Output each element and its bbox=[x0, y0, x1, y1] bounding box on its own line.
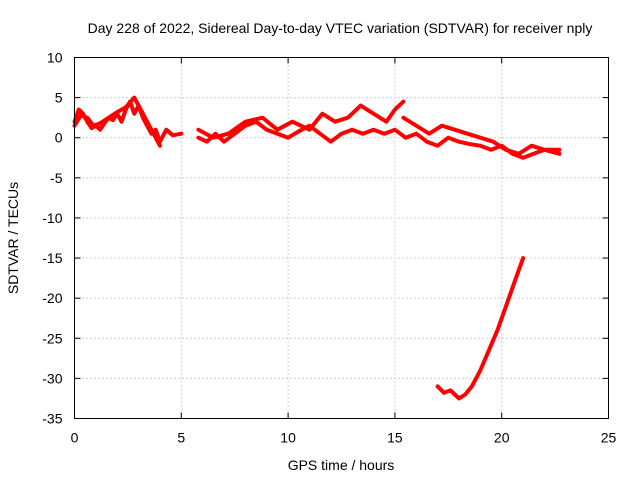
x-tick-label: 15 bbox=[387, 430, 403, 446]
y-tick-label: 10 bbox=[47, 50, 63, 66]
y-tick-label: -15 bbox=[42, 250, 62, 266]
grid-layer bbox=[74, 57, 609, 419]
y-tick-label: -5 bbox=[50, 170, 63, 186]
tick-layer: 0 5 10 15 20 25 -35 -30 -25 -20 -15 -10 -5 0 5 10 bbox=[42, 50, 616, 446]
x-tick-label: 0 bbox=[71, 430, 79, 446]
y-tick-label: 0 bbox=[55, 130, 63, 146]
x-tick-label: 5 bbox=[177, 430, 185, 446]
x-tick-label: 25 bbox=[601, 430, 617, 446]
y-tick-label: -35 bbox=[42, 411, 62, 427]
chart-title: Day 228 of 2022, Sidereal Day-to-day VTE… bbox=[88, 20, 593, 36]
x-tick-label: 10 bbox=[280, 430, 296, 446]
x-tick-label: 20 bbox=[494, 430, 510, 446]
y-tick-label: -10 bbox=[42, 210, 62, 226]
y-axis-label: SDTVAR / TECUs bbox=[5, 182, 21, 294]
series-trace-d bbox=[196, 99, 406, 140]
series-trace-b bbox=[72, 95, 162, 148]
series-trace-f bbox=[435, 256, 526, 401]
y-tick-label: -30 bbox=[42, 370, 62, 386]
series-layer bbox=[72, 95, 562, 401]
series-trace-c bbox=[196, 119, 562, 160]
y-tick-label: -20 bbox=[42, 290, 62, 306]
plot-frame bbox=[74, 57, 609, 419]
series-trace-a bbox=[72, 99, 184, 144]
series-trace-e bbox=[401, 115, 562, 156]
y-tick-label: -25 bbox=[42, 330, 62, 346]
y-tick-label: 5 bbox=[55, 90, 63, 106]
x-axis-label: GPS time / hours bbox=[288, 457, 395, 473]
